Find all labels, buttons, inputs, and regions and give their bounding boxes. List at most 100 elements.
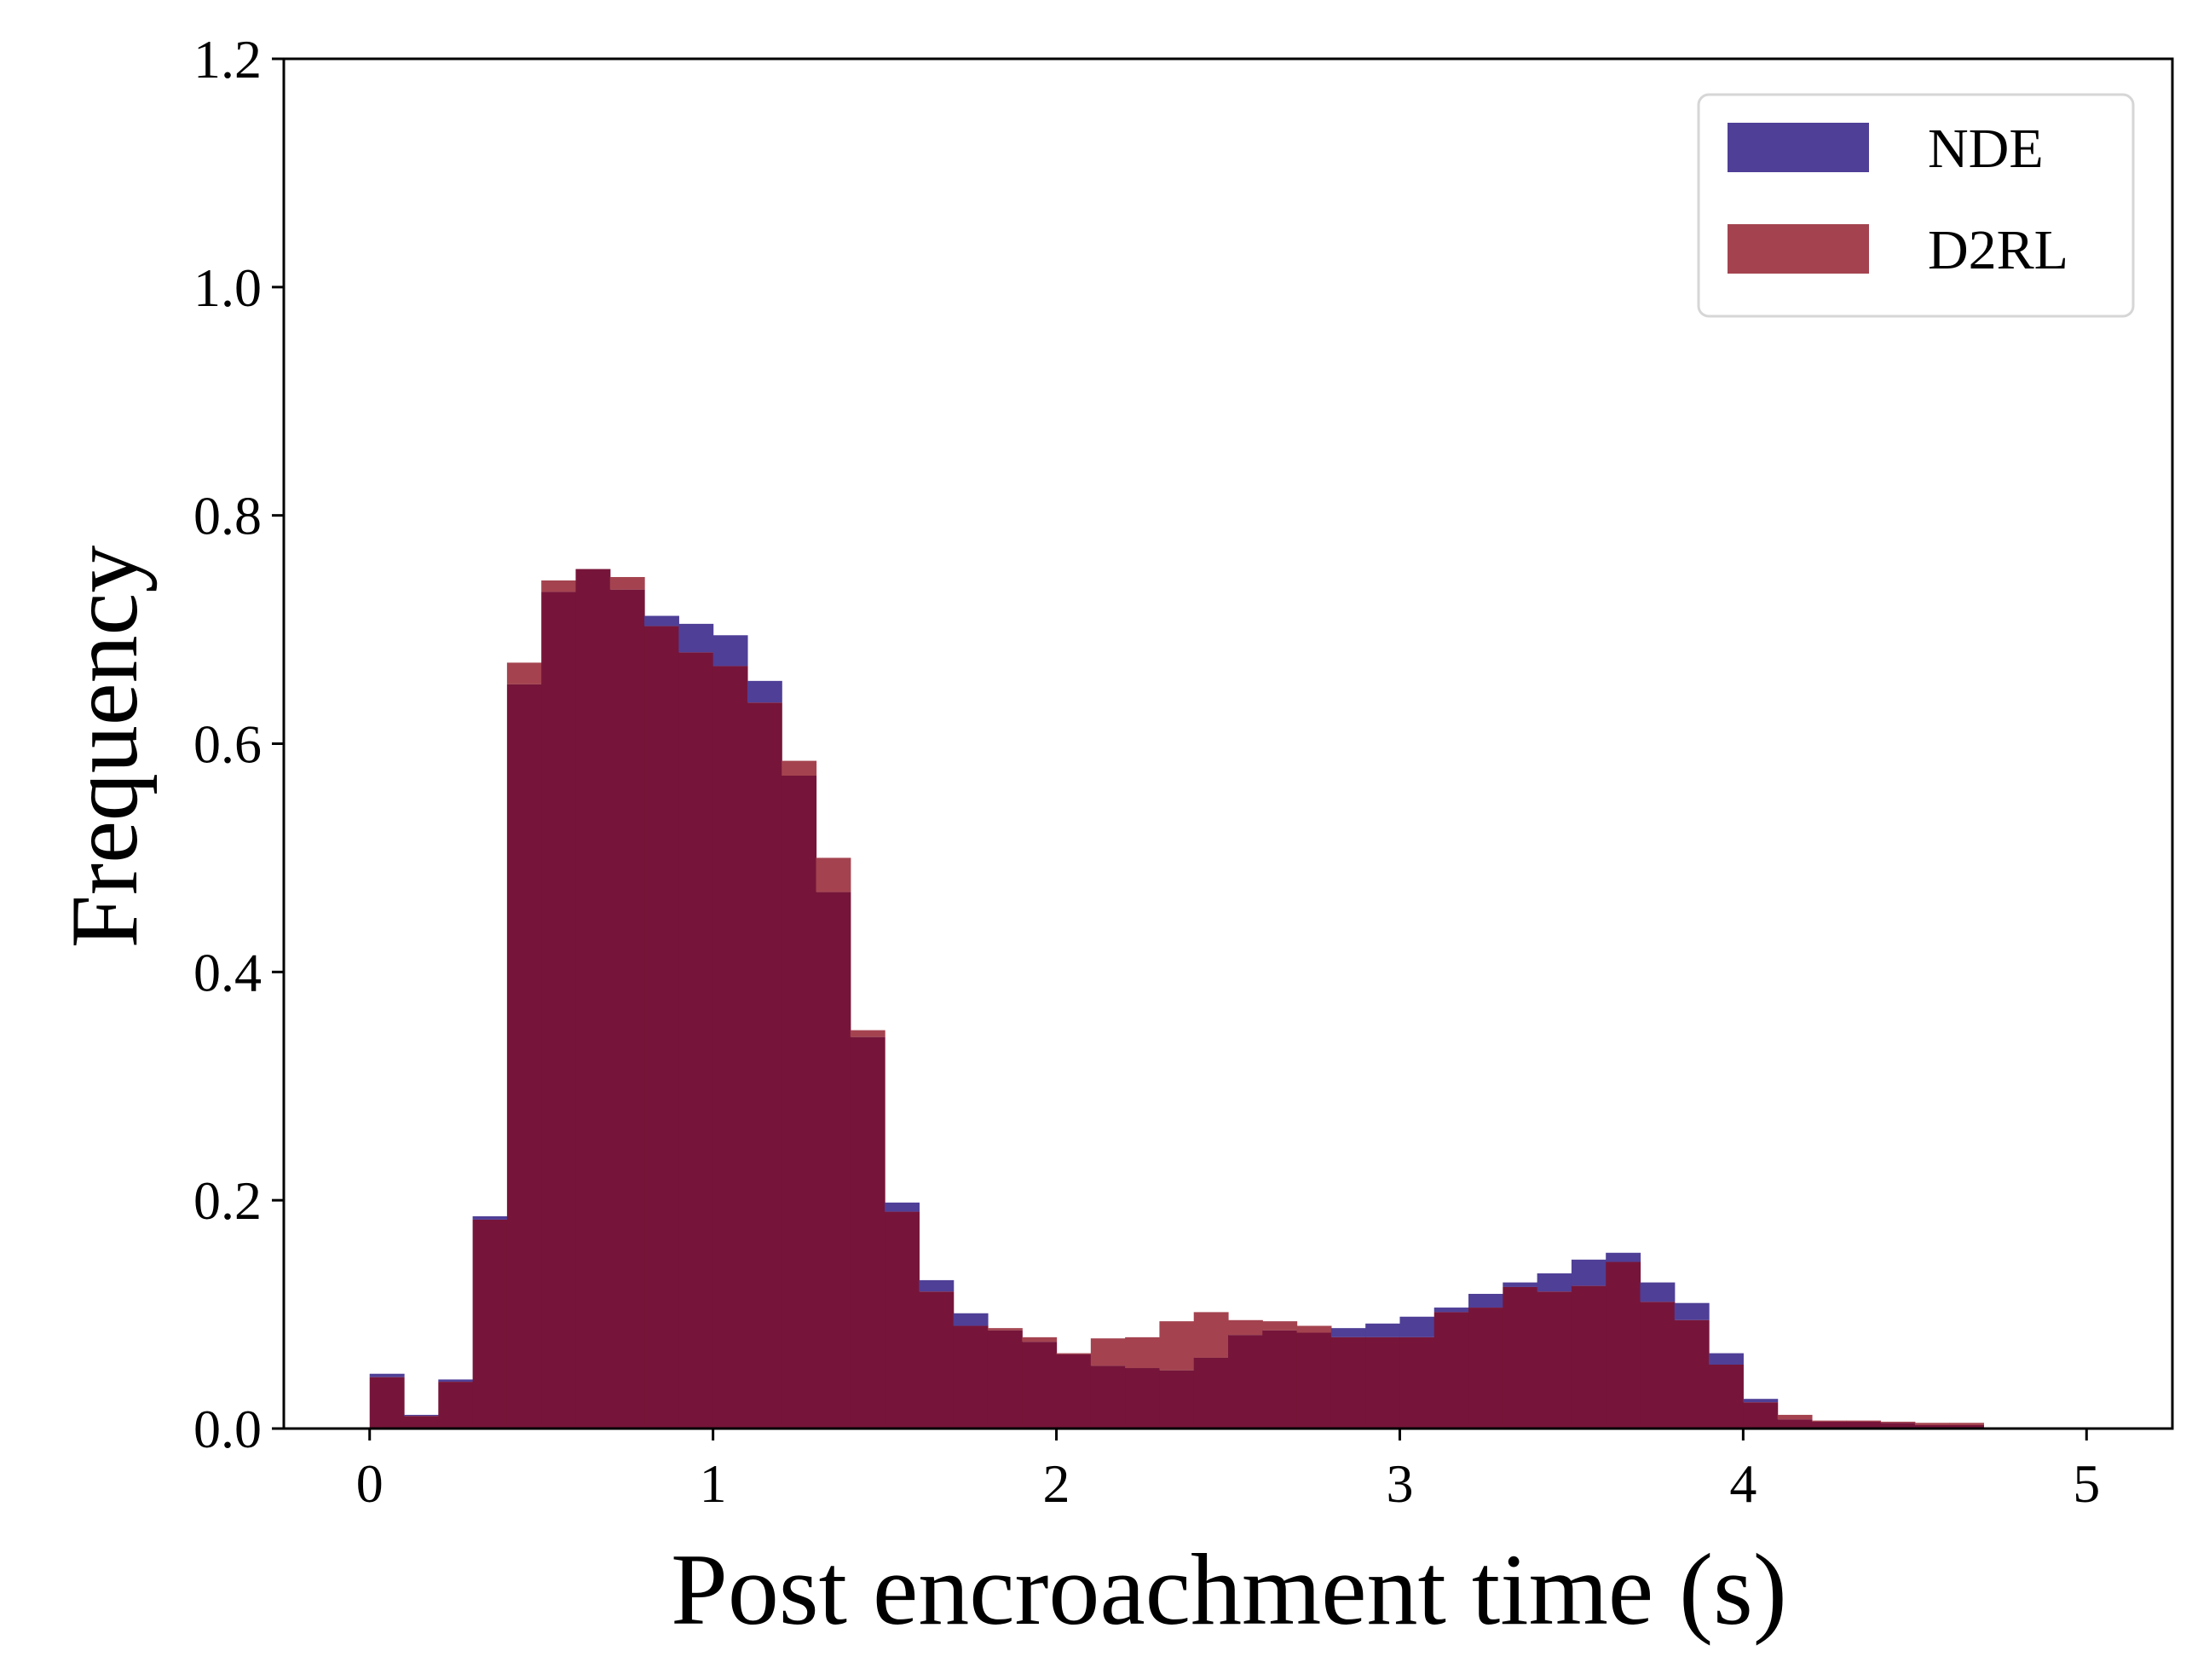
nde-bar-excess [919, 1279, 955, 1292]
nde-bar-excess [438, 1379, 474, 1383]
overlap-bar [1537, 1291, 1572, 1429]
y-tick-label: 0.2 [193, 1170, 262, 1231]
overlap-bar [1399, 1336, 1435, 1429]
nde-bar-excess [1433, 1308, 1469, 1313]
overlap-bar [369, 1377, 405, 1429]
overlap-bar [1709, 1365, 1744, 1429]
d2rl-bar-excess [1125, 1336, 1161, 1369]
y-tick-label: 1.2 [193, 29, 262, 89]
overlap-bar [953, 1325, 989, 1429]
legend-label: NDE [1928, 118, 2044, 180]
legend-label: D2RL [1928, 219, 2068, 281]
overlap-bar [850, 1036, 885, 1429]
nde-bar-excess [1330, 1328, 1366, 1337]
d2rl-bar-excess [816, 857, 851, 892]
overlap-bar [1262, 1330, 1298, 1429]
overlap-bar [1125, 1368, 1161, 1429]
nde-bar-excess [1743, 1399, 1779, 1403]
overlap-bar [1056, 1354, 1092, 1429]
d2rl-bar-excess [1159, 1321, 1195, 1371]
d2rl-bar-excess [987, 1328, 1023, 1331]
nde-bar-excess [644, 615, 679, 626]
nde-bar-excess [885, 1202, 920, 1212]
nde-bar-excess [678, 623, 714, 653]
nde-bar-excess [1709, 1353, 1744, 1365]
bars-layer [369, 569, 1984, 1429]
nde-bar-excess [404, 1414, 439, 1417]
d2rl-bar-excess [1193, 1312, 1229, 1358]
d2rl-bar-excess [850, 1030, 885, 1037]
overlap-bar [1330, 1336, 1366, 1429]
overlap-bar [1468, 1308, 1503, 1429]
overlap-bar [404, 1416, 439, 1429]
nde-bar-excess [1399, 1316, 1435, 1337]
overlap-bar [1880, 1423, 1916, 1429]
d2rl-bar-excess [506, 662, 542, 684]
legend: NDE D2RL [1697, 93, 2135, 318]
d2rl-bar-excess [1296, 1325, 1332, 1333]
x-tick-label: 2 [1043, 1453, 1070, 1514]
overlap-bar [782, 775, 817, 1429]
overlap-bar [1811, 1421, 1847, 1429]
x-tick-label: 0 [356, 1453, 384, 1514]
nde-bar-excess [1537, 1273, 1572, 1292]
nde-bar-excess [369, 1373, 405, 1377]
y-axis-title: Frequency [52, 546, 158, 949]
overlap-bar [1914, 1424, 1950, 1429]
overlap-bar [747, 702, 782, 1429]
y-tick-label: 0.6 [193, 714, 262, 775]
overlap-bar [644, 626, 679, 1429]
x-tick-label: 3 [1386, 1453, 1413, 1514]
overlap-bar [1777, 1419, 1813, 1429]
nde-bar-excess [712, 635, 748, 667]
d2rl-bar-excess [1090, 1338, 1126, 1366]
overlap-bar [1674, 1319, 1710, 1429]
overlap-bar [987, 1330, 1023, 1429]
overlap-bar [1296, 1332, 1332, 1429]
overlap-bar [1365, 1336, 1401, 1429]
d2rl-bar-excess [609, 576, 645, 590]
nde-bar-excess [1503, 1282, 1538, 1287]
d2rl-bar-excess [1949, 1423, 1984, 1425]
overlap-bar [1228, 1335, 1263, 1429]
nde-bar-excess [1571, 1259, 1607, 1286]
nde-bar-excess [472, 1215, 508, 1220]
x-axis-title: Post encroachment time (s) [671, 1533, 1787, 1646]
legend-swatch [1728, 123, 1869, 172]
nde-bar-excess [747, 680, 782, 703]
d2rl-bar-excess [1811, 1420, 1847, 1422]
overlap-bar [885, 1211, 920, 1429]
overlap-bar [506, 684, 542, 1429]
nde-bar-excess [1606, 1252, 1641, 1262]
d2rl-bar-excess [1228, 1319, 1263, 1336]
legend-swatch [1728, 224, 1869, 274]
overlap-bar [1571, 1285, 1607, 1429]
nde-bar-excess [953, 1313, 989, 1326]
nde-bar-excess [1674, 1302, 1710, 1320]
overlap-bar [1743, 1402, 1779, 1429]
nde-bar-excess [1468, 1293, 1503, 1308]
y-tick-label: 0.8 [193, 486, 262, 546]
overlap-bar [1846, 1421, 1882, 1429]
overlap-bar [472, 1219, 508, 1429]
overlap-bar [609, 589, 645, 1429]
overlap-bar [575, 569, 611, 1429]
d2rl-bar-excess [1777, 1414, 1813, 1420]
d2rl-bar-excess [1846, 1420, 1882, 1422]
overlap-bar [541, 592, 577, 1429]
d2rl-bar-excess [1880, 1421, 1916, 1423]
overlap-bar [1949, 1424, 1984, 1429]
overlap-bar [919, 1291, 955, 1429]
nde-bar-excess [1640, 1282, 1676, 1302]
overlap-bar [1193, 1357, 1229, 1429]
overlap-bar [1090, 1365, 1126, 1429]
overlap-bar [1503, 1286, 1538, 1429]
d2rl-bar-excess [782, 760, 817, 776]
overlap-bar [1022, 1342, 1058, 1429]
d2rl-bar-excess [1022, 1336, 1058, 1342]
overlap-bar [438, 1382, 474, 1429]
axes-layer: 0 1 2 3 4 5 0.0 0.2 0.4 0.6 0.8 1.0 1.2 [193, 29, 2174, 1514]
y-tick-label: 1.0 [193, 257, 262, 318]
x-tick-label: 1 [700, 1453, 727, 1514]
